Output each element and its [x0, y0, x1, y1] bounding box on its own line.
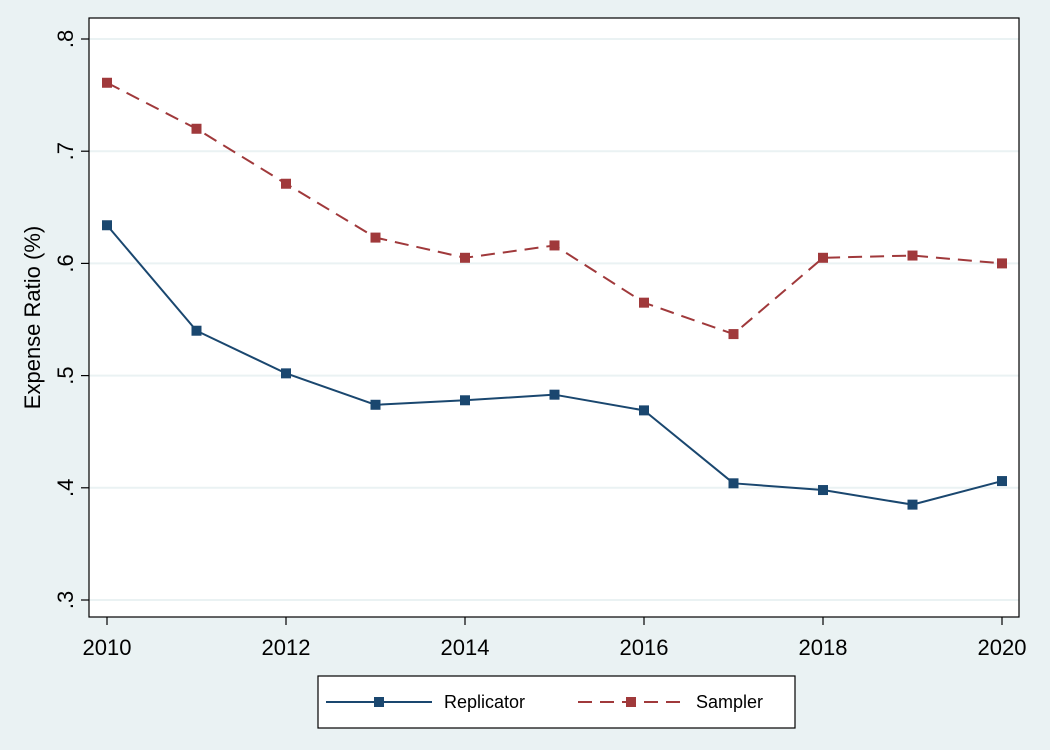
data-point-sampler-1	[191, 123, 202, 134]
x-tick-label-0: 2010	[83, 635, 132, 660]
data-point-replicator-9	[907, 499, 918, 510]
data-point-replicator-5	[549, 389, 560, 400]
data-point-replicator-0	[102, 220, 112, 231]
x-tick-label-4: 2018	[799, 635, 848, 660]
data-point-sampler-2	[281, 178, 291, 189]
data-point-replicator-6	[639, 405, 649, 416]
data-point-sampler-10	[997, 258, 1007, 269]
data-point-sampler-3	[370, 232, 381, 243]
y-tick-label-3: .6	[53, 254, 78, 272]
data-point-sampler-9	[907, 250, 918, 261]
legend-label-sampler: Sampler	[696, 692, 763, 712]
data-point-replicator-4	[460, 395, 470, 406]
data-point-sampler-0	[102, 77, 112, 88]
data-point-sampler-8	[818, 252, 828, 263]
plot-frame	[88, 17, 1020, 618]
data-point-replicator-10	[997, 476, 1007, 487]
data-point-replicator-3	[370, 399, 381, 410]
y-tick-label-5: .8	[53, 30, 78, 48]
x-tick-label-5: 2020	[978, 635, 1027, 660]
x-tick-label-3: 2016	[620, 635, 669, 660]
data-point-replicator-2	[281, 368, 291, 379]
y-tick-label-0: .3	[53, 591, 78, 609]
x-tick-label-2: 2014	[441, 635, 490, 660]
plot-area	[89, 18, 1019, 617]
data-point-replicator-7	[728, 478, 739, 489]
x-tick-label-1: 2012	[262, 635, 311, 660]
data-point-replicator-1	[191, 325, 202, 336]
legend-marker-sampler	[626, 697, 636, 707]
y-tick-label-4: .7	[53, 142, 78, 160]
y-axis-title: Expense Ratio (%)	[20, 226, 45, 409]
data-point-sampler-7	[728, 329, 739, 340]
data-point-sampler-6	[639, 297, 649, 308]
y-tick-label-2: .5	[53, 366, 78, 384]
data-point-sampler-5	[549, 240, 560, 251]
data-point-replicator-8	[818, 485, 828, 496]
y-tick-label-1: .4	[53, 479, 78, 497]
data-point-sampler-4	[460, 252, 470, 263]
legend-label-replicator: Replicator	[444, 692, 525, 712]
legend-marker-replicator	[374, 697, 384, 707]
